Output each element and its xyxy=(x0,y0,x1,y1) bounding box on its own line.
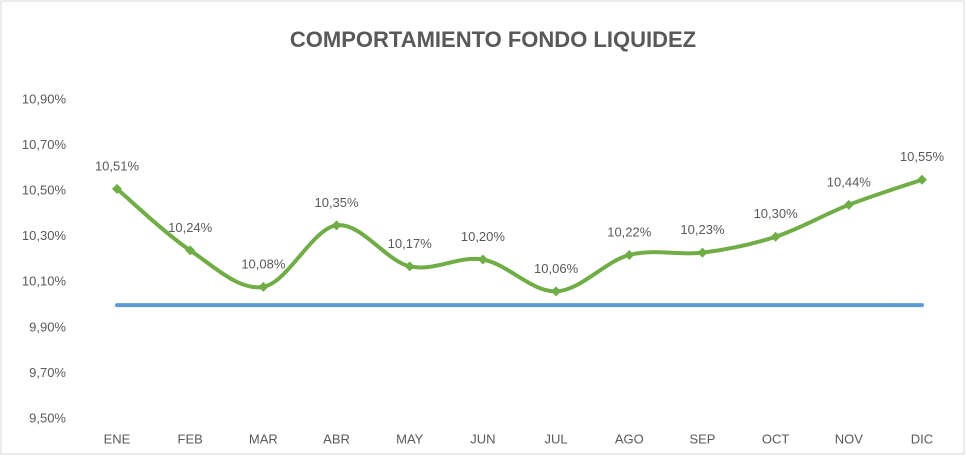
y-tick-label: 10,50% xyxy=(22,183,67,198)
data-label: 10,06% xyxy=(534,261,579,276)
data-point xyxy=(770,231,781,242)
data-point xyxy=(185,245,196,256)
x-tick-label: MAY xyxy=(396,431,424,446)
data-point xyxy=(697,247,708,258)
data-label: 10,55% xyxy=(900,149,945,164)
data-label: 10,23% xyxy=(680,222,725,237)
data-point xyxy=(258,281,269,292)
y-tick-label: 9,90% xyxy=(29,319,66,334)
y-tick-label: 10,30% xyxy=(22,228,67,243)
x-tick-label: MAR xyxy=(249,431,278,446)
x-tick-label: FEB xyxy=(178,431,203,446)
data-point xyxy=(551,286,562,297)
x-tick-label: AGO xyxy=(615,431,644,446)
x-tick-label: NOV xyxy=(835,431,864,446)
data-label: 10,30% xyxy=(754,206,799,221)
y-tick-label: 10,70% xyxy=(22,137,67,152)
x-tick-label: ENE xyxy=(104,431,131,446)
data-point xyxy=(917,174,927,185)
data-label: 10,22% xyxy=(607,224,652,239)
x-tick-label: JUN xyxy=(470,431,495,446)
y-tick-label: 9,50% xyxy=(29,410,66,425)
x-tick-label: OCT xyxy=(762,431,790,446)
data-label: 10,24% xyxy=(168,220,213,235)
chart-title: COMPORTAMIENTO FONDO LIQUIDEZ xyxy=(290,27,696,52)
data-point xyxy=(404,261,415,272)
data-point xyxy=(843,199,854,210)
data-point xyxy=(624,249,635,260)
data-label: 10,51% xyxy=(95,158,140,173)
data-label: 10,44% xyxy=(827,174,872,189)
data-label: 10,20% xyxy=(461,229,506,244)
data-label: 10,35% xyxy=(314,195,359,210)
data-point xyxy=(331,220,342,231)
data-label: 10,17% xyxy=(388,236,433,251)
y-tick-label: 10,90% xyxy=(22,91,67,106)
x-tick-label: JUL xyxy=(545,431,568,446)
x-tick-label: SEP xyxy=(689,431,715,446)
y-tick-label: 10,10% xyxy=(22,274,67,289)
y-tick-label: 9,70% xyxy=(29,365,66,380)
x-tick-label: DIC xyxy=(911,431,933,446)
data-point xyxy=(477,254,488,265)
x-tick-label: ABR xyxy=(323,431,350,446)
data-point xyxy=(112,183,122,194)
data-label: 10,08% xyxy=(241,256,286,271)
